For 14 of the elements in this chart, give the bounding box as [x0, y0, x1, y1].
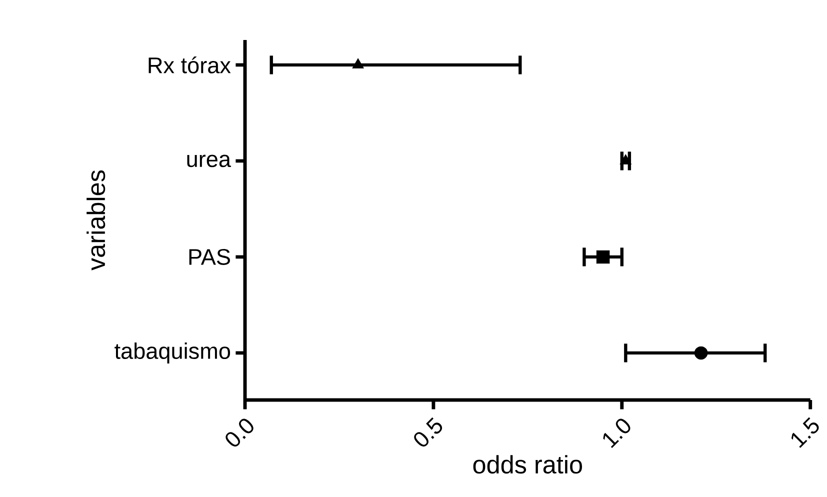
y-tick-label: Rx tórax — [148, 56, 231, 74]
point — [352, 58, 364, 68]
point — [596, 250, 610, 264]
y-tick-label: PAS — [189, 248, 230, 265]
point — [620, 154, 632, 164]
x-tick-label: 0.0 — [226, 418, 254, 447]
y-axis-title: variables — [86, 170, 106, 270]
y-tick-label: urea — [187, 154, 232, 168]
x-tick-label: 1.0 — [603, 418, 630, 448]
x-axis-title: odds ratio — [473, 455, 582, 474]
x-tick-label: 1.5 — [791, 417, 819, 448]
y-tick-label: tabaquismo — [114, 342, 230, 364]
x-tick-label: 0.5 — [414, 417, 442, 447]
point — [694, 346, 708, 360]
